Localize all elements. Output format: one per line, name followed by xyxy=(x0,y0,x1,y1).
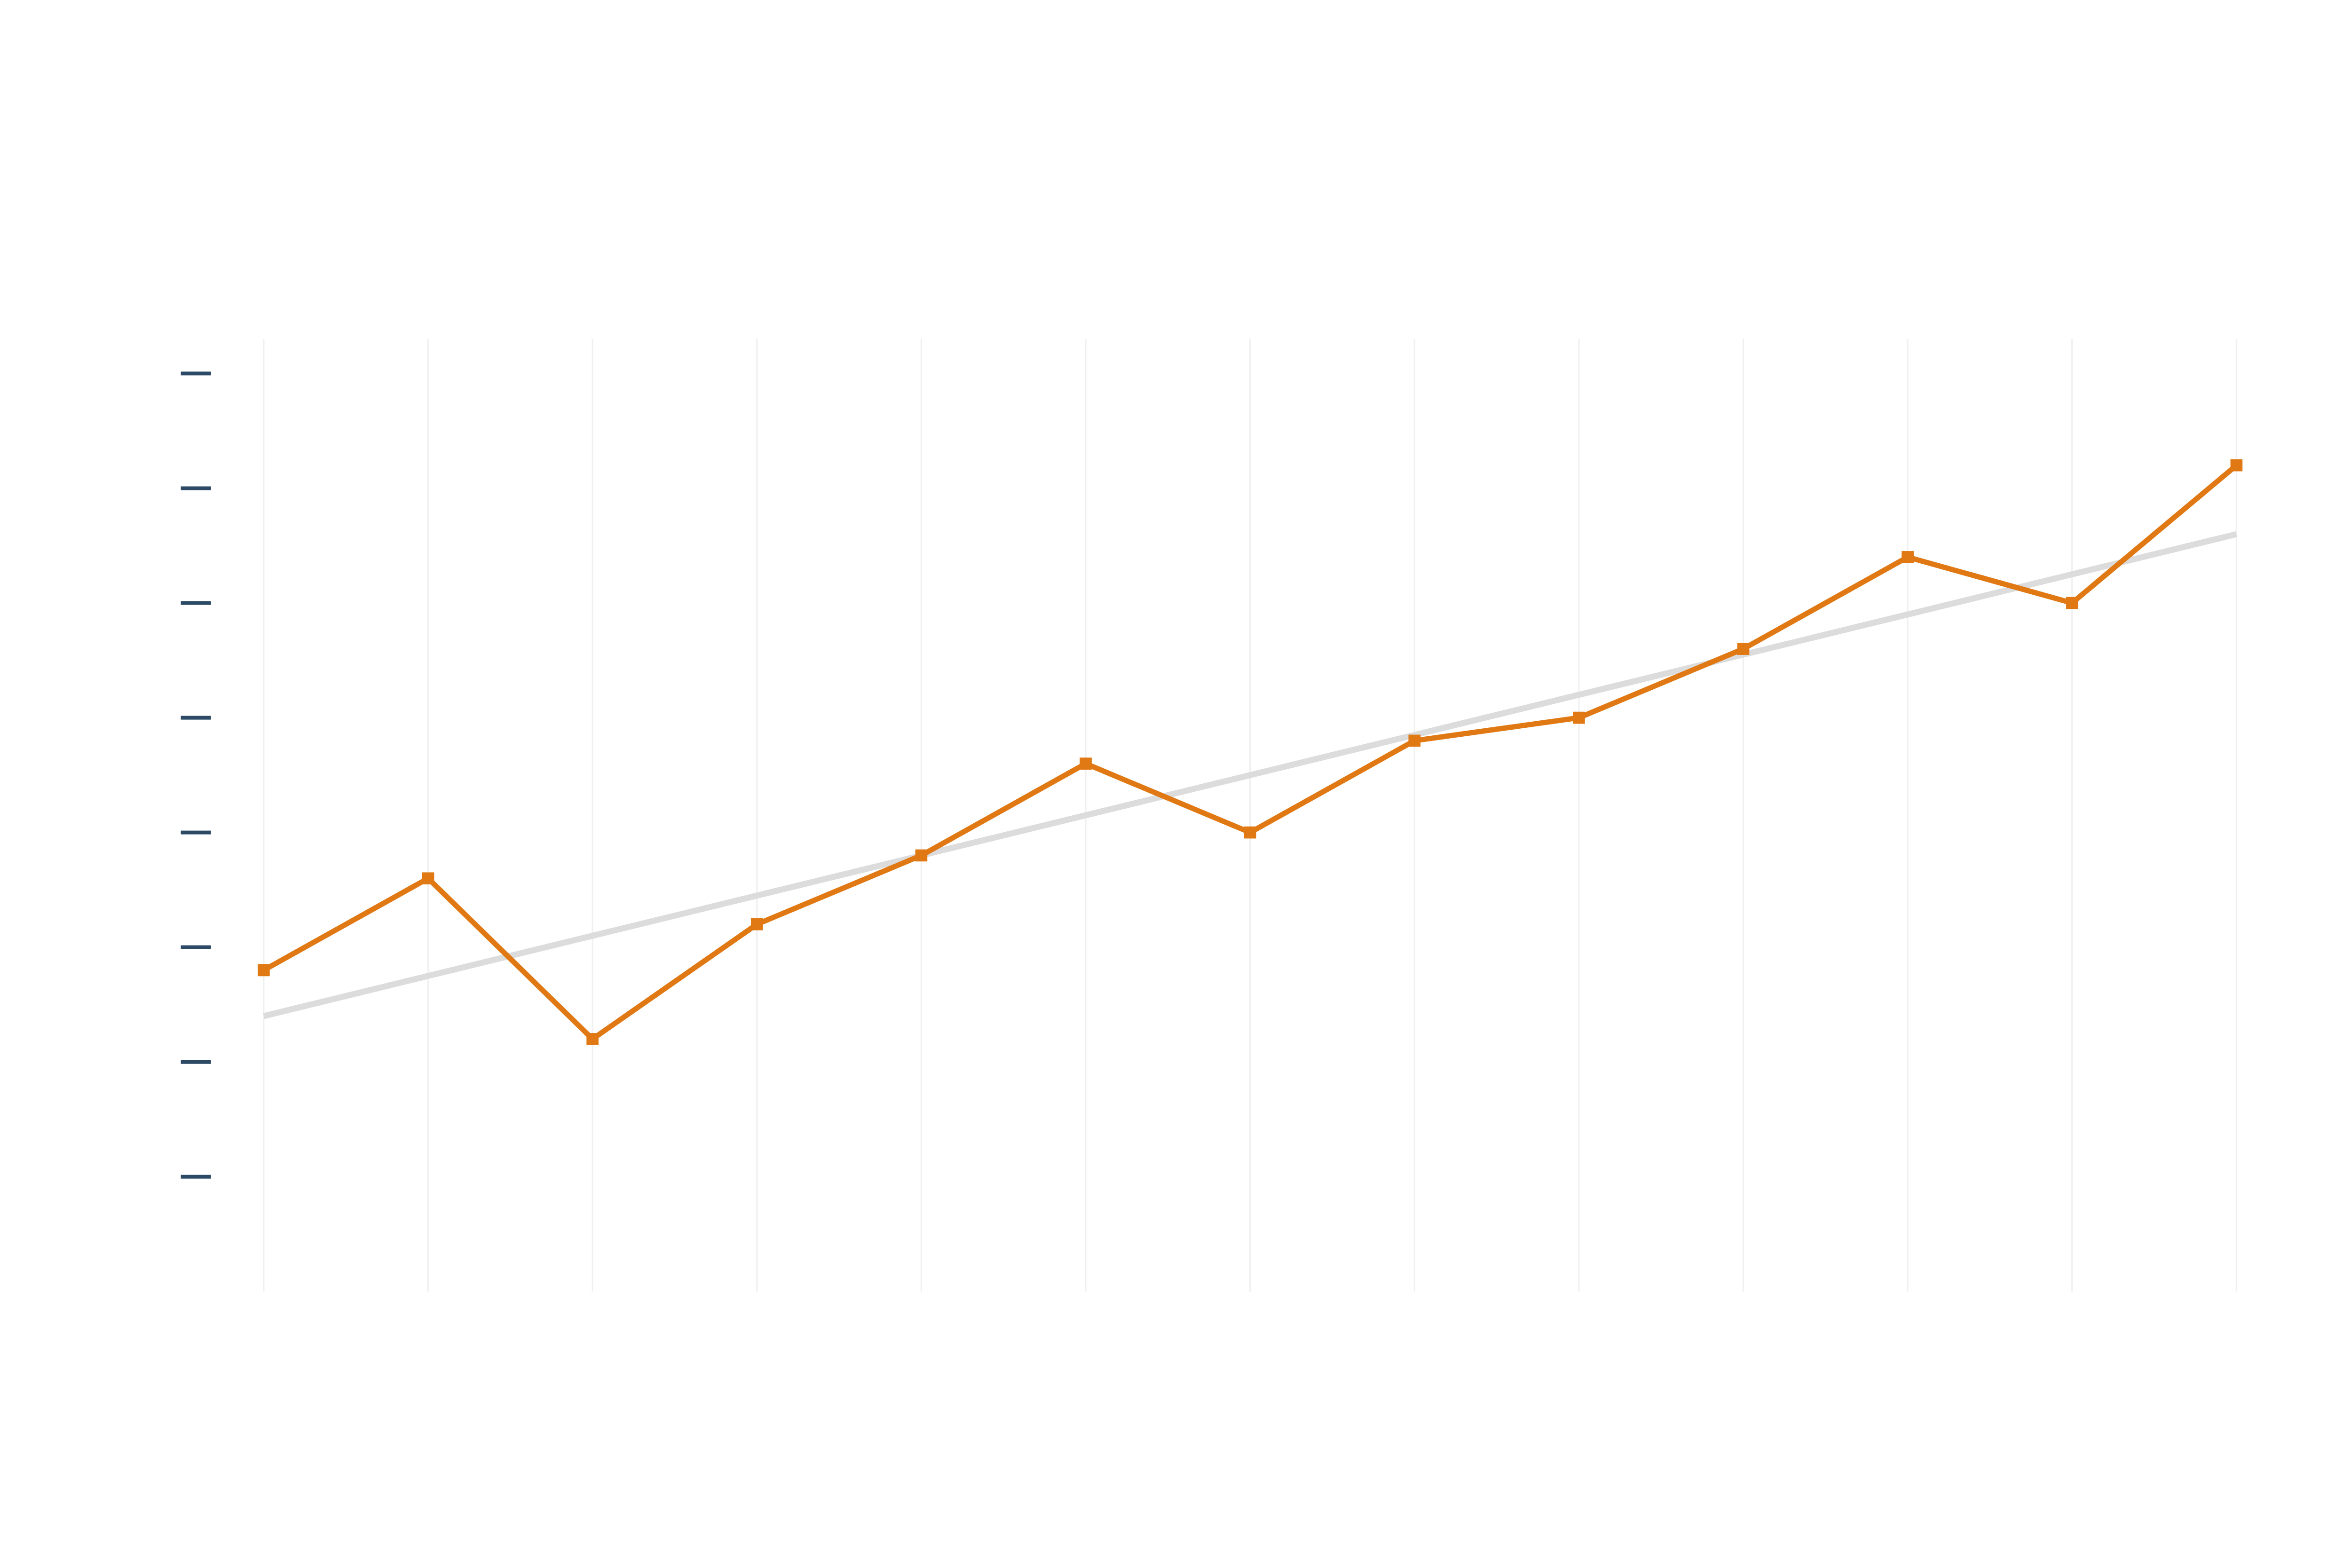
point-marker xyxy=(2066,597,2078,609)
point-marker xyxy=(1080,757,1092,770)
point-marker xyxy=(1408,734,1421,747)
point-marker xyxy=(258,964,270,977)
point-marker xyxy=(1573,711,1585,724)
point-marker xyxy=(1737,643,1750,655)
point-marker xyxy=(1244,826,1256,839)
point-marker xyxy=(422,872,434,885)
trend-line xyxy=(263,531,2237,1019)
point-marker xyxy=(586,1033,599,1045)
point-marker xyxy=(1901,551,1914,563)
point-marker xyxy=(2230,459,2243,472)
point-marker xyxy=(915,849,928,862)
point-marker xyxy=(750,918,763,930)
